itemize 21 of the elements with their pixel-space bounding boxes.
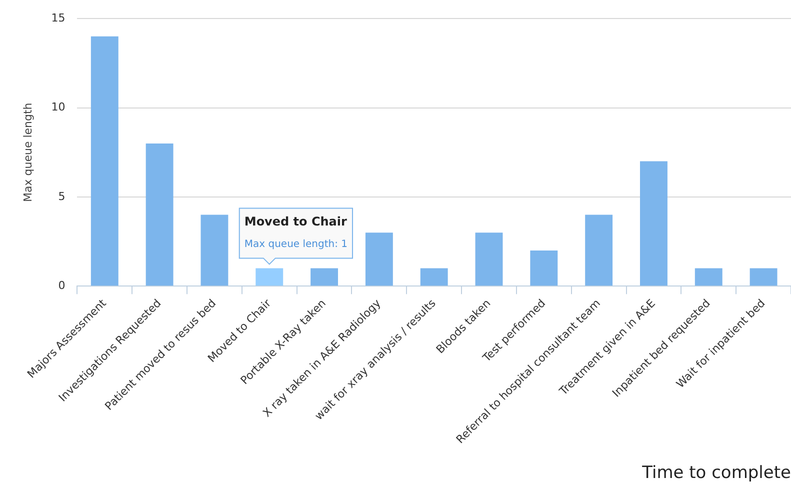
y-axis-title: Max queue length (21, 102, 34, 202)
bar (750, 268, 778, 286)
bar (475, 232, 503, 286)
bar (694, 268, 722, 286)
bar (146, 143, 174, 286)
bar (530, 250, 558, 286)
annotation: Max queue length: 1 (244, 238, 348, 250)
bar (365, 232, 393, 286)
x-axis-title: Time to complete (641, 463, 791, 484)
y-tick-label: 5 (58, 190, 66, 203)
bar (200, 214, 228, 286)
y-tick-label: 10 (51, 100, 66, 114)
bar (310, 268, 338, 286)
bar (640, 161, 668, 286)
bar (90, 36, 118, 286)
annotation: Moved to Chair (244, 214, 348, 228)
y-tick-label: 0 (58, 278, 66, 292)
bar (420, 268, 448, 286)
y-tick-label: 15 (51, 11, 66, 24)
bar (585, 214, 613, 286)
bar (256, 268, 284, 286)
